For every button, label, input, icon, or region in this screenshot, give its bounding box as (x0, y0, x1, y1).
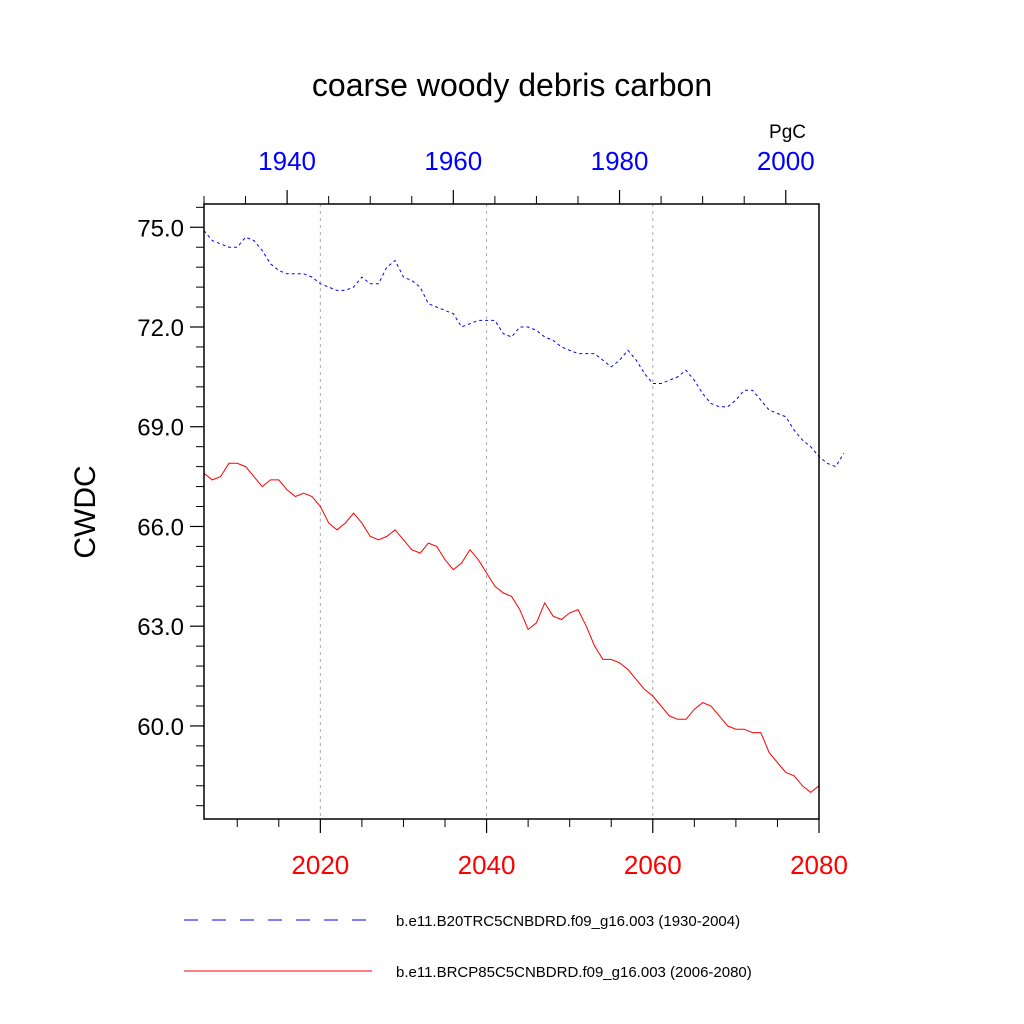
bottom-x-tick-label: 2040 (458, 850, 516, 880)
top-x-tick-label: 1940 (258, 146, 316, 176)
top-x-tick-label: 1980 (591, 146, 649, 176)
axes: 60.0 63.0 66.0 69.0 72.0 75.0 2020 2040 2060 2080… (137, 146, 848, 880)
y-axis-label: CWDC (69, 465, 102, 558)
series-line-2 (203, 462, 820, 794)
y-tick-label: 72.0 (137, 315, 184, 342)
y-tick-label: 60.0 (137, 714, 184, 741)
y-tick-label: 75.0 (137, 215, 184, 242)
y-tick-label: 69.0 (137, 415, 184, 442)
bottom-x-tick-label: 2020 (291, 850, 349, 880)
gridlines (319, 204, 654, 819)
bottom-x-tick-label: 2080 (790, 850, 848, 880)
bottom-x-tick-label: 2060 (624, 850, 682, 880)
legend: b.e11.B20TRC5CNBDRD.f09_g16.003 (1930-20… (184, 913, 752, 981)
series-layer (203, 230, 845, 794)
series-line-1 (203, 230, 845, 468)
chart-title: coarse woody debris carbon (312, 67, 712, 103)
legend-label-2: b.e11.BRCP85C5CNBDRD.f09_g16.003 (2006-2… (396, 964, 752, 981)
top-x-tick-label: 1960 (424, 146, 482, 176)
legend-label-1: b.e11.B20TRC5CNBDRD.f09_g16.003 (1930-20… (396, 913, 740, 930)
top-x-tick-label: 2000 (757, 146, 815, 176)
y-tick-label: 63.0 (137, 614, 184, 641)
y-tick-label: 66.0 (137, 514, 184, 541)
plot-frame (203, 203, 820, 820)
units-label: PgC (769, 122, 806, 143)
